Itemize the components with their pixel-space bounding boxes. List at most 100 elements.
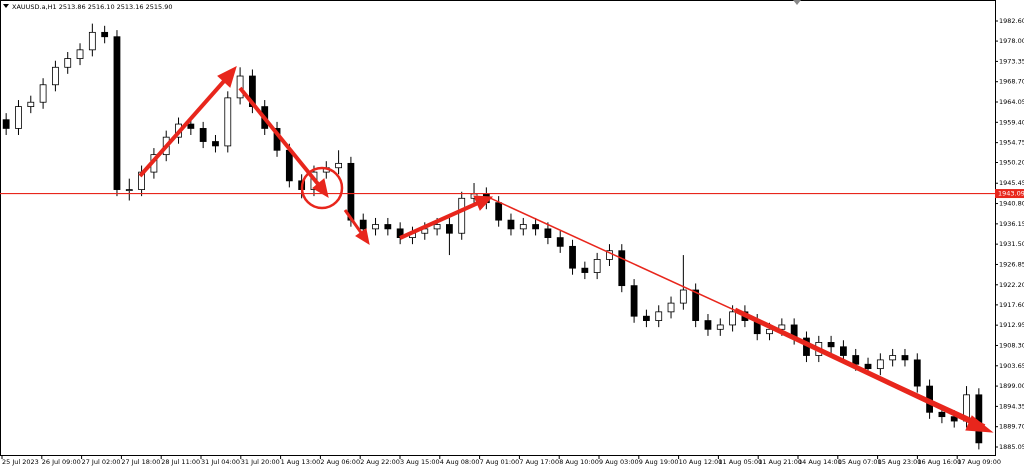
candle-body [199, 128, 207, 142]
chart-title: XAUUSD.a,H1 2513.86 2516.10 2513.16 2515… [12, 3, 172, 11]
candle-body [125, 189, 133, 191]
candle-body [679, 289, 687, 304]
candle-body [593, 259, 601, 273]
arrow-line [238, 86, 320, 186]
candle-body [778, 324, 786, 330]
candle-body [52, 66, 59, 86]
candle-body [249, 75, 256, 107]
candle-body [876, 359, 884, 370]
scroll-marker [793, 0, 801, 5]
x-tick-label: 31 Jul 04:00 [201, 458, 240, 466]
circle-mark [300, 166, 344, 210]
y-tick-label: 1912.95 [999, 321, 1024, 329]
candle-body [224, 97, 232, 147]
arrow-line [399, 201, 479, 240]
y-tick-label: 1973.35 [999, 57, 1024, 65]
candle-body [704, 320, 712, 330]
candle-body [729, 311, 736, 326]
candle-body [458, 197, 466, 234]
annotations [138, 66, 994, 433]
y-tick-label: 1978.00 [999, 37, 1024, 45]
candle-body [285, 149, 293, 182]
y-tick-label: 1926.85 [999, 260, 1024, 268]
candle-body [901, 355, 909, 361]
candle-body [692, 289, 700, 321]
arrow-head [312, 178, 329, 199]
y-tick-label: 1945.45 [999, 179, 1024, 187]
x-tick-label: 3 Aug 15:00 [400, 458, 440, 466]
candle-body [655, 311, 663, 321]
y-tick-label: 1922.20 [999, 281, 1024, 289]
candle-body [64, 58, 72, 68]
arrow-line [343, 209, 364, 235]
arrow-head [355, 228, 370, 246]
arrow-line [138, 78, 227, 178]
x-tick-label: 14 Aug 14:00 [798, 458, 842, 466]
x-tick-label: 9 Aug 19:00 [639, 458, 679, 466]
candle-body [212, 141, 219, 147]
candle-body [544, 228, 552, 239]
x-tick-label: 27 Jul 02:00 [82, 458, 121, 466]
candle-body [532, 224, 539, 230]
y-tick-label: 1885.05 [999, 443, 1024, 451]
candle-body [27, 101, 35, 107]
candle-body [950, 416, 958, 422]
y-tick-label: 1903.65 [999, 362, 1024, 370]
candle-body [975, 394, 983, 444]
candle-body [618, 250, 626, 287]
x-tick-label: 7 Aug 01:00 [480, 458, 520, 466]
x-tick-label: 7 Aug 17:00 [519, 458, 559, 466]
x-tick-label: 10 Aug 12:00 [679, 458, 723, 466]
menu-icon [3, 4, 9, 8]
candle-body [236, 75, 244, 99]
candle-body [187, 123, 195, 129]
y-tick-label: 1954.75 [999, 139, 1024, 147]
y-tick-label: 1894.35 [999, 402, 1024, 410]
x-tick-label: 31 Jul 20:00 [241, 458, 280, 466]
y-tick-label: 1950.20 [999, 158, 1024, 166]
y-tick-label: 1936.15 [999, 220, 1024, 228]
candle-body [581, 267, 589, 273]
candle-body [495, 202, 503, 221]
y-tick-label: 1899.00 [999, 382, 1024, 390]
candle-body [606, 250, 613, 260]
y-tick-label: 1931.50 [999, 240, 1024, 248]
candle-body [864, 363, 872, 370]
y-tick-label: 1940.80 [999, 200, 1024, 208]
candle-body [2, 119, 10, 129]
candle-body [335, 162, 342, 169]
y-tick-label: 1917.60 [999, 301, 1024, 309]
price-label-box [995, 189, 1024, 199]
candle-body [384, 224, 392, 230]
candle-body [113, 36, 121, 190]
candle-body [889, 355, 897, 361]
x-tick-label: 11 Aug 21:00 [758, 458, 802, 466]
candle-body [766, 328, 773, 335]
arrow-head [217, 66, 237, 88]
x-tick-label: 4 Aug 08:00 [440, 458, 480, 466]
x-tick-label: 9 Aug 03:00 [599, 458, 639, 466]
candle-body [39, 84, 47, 103]
candle-body [852, 355, 860, 365]
candle-body [101, 31, 109, 38]
y-tick-label: 1908.30 [999, 341, 1024, 349]
candle-body [15, 106, 22, 129]
arrow-line [733, 307, 978, 427]
price-label: 1943.09 [998, 190, 1024, 198]
candle-body [556, 237, 564, 247]
y-tick-label: 1959.40 [999, 118, 1024, 126]
candle-body [913, 359, 921, 387]
x-tick-label: 17 Aug 09:00 [957, 458, 1001, 466]
x-tick-label: 26 Jul 09:00 [42, 458, 81, 466]
candle-body [840, 346, 847, 356]
candle-body [446, 224, 453, 234]
candle-body [359, 219, 367, 230]
candle-body [643, 315, 650, 321]
x-tick-label: 8 Aug 10:00 [559, 458, 599, 466]
candle-body [433, 224, 441, 230]
x-tick-label: 1 Aug 13:00 [281, 458, 321, 466]
x-tick-label: 15 Aug 23:00 [878, 458, 922, 466]
candle-body [76, 49, 84, 59]
candle-body [569, 245, 576, 269]
x-tick-label: 2 Aug 22:00 [360, 458, 400, 466]
